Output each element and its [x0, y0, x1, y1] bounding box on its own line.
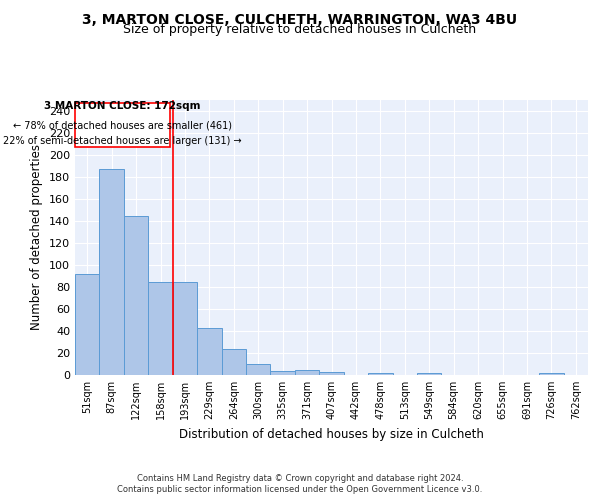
Text: 3 MARTON CLOSE: 172sqm: 3 MARTON CLOSE: 172sqm	[44, 101, 201, 111]
Bar	[100, 170, 124, 375]
Bar	[271, 370, 295, 375]
Bar	[417, 373, 442, 375]
Bar	[75, 274, 100, 375]
Bar	[173, 282, 197, 375]
FancyBboxPatch shape	[75, 104, 170, 148]
Bar	[295, 370, 319, 375]
Bar	[246, 364, 271, 375]
Bar	[368, 373, 392, 375]
Bar	[148, 282, 173, 375]
Bar	[197, 328, 221, 375]
Bar	[319, 372, 344, 375]
Bar	[124, 216, 148, 375]
Bar	[221, 348, 246, 375]
Bar	[539, 373, 563, 375]
Text: 3, MARTON CLOSE, CULCHETH, WARRINGTON, WA3 4BU: 3, MARTON CLOSE, CULCHETH, WARRINGTON, W…	[82, 12, 518, 26]
Text: 22% of semi-detached houses are larger (131) →: 22% of semi-detached houses are larger (…	[4, 136, 242, 146]
Y-axis label: Number of detached properties: Number of detached properties	[31, 144, 43, 330]
Text: Size of property relative to detached houses in Culcheth: Size of property relative to detached ho…	[124, 24, 476, 36]
Text: Contains HM Land Registry data © Crown copyright and database right 2024.
Contai: Contains HM Land Registry data © Crown c…	[118, 474, 482, 494]
X-axis label: Distribution of detached houses by size in Culcheth: Distribution of detached houses by size …	[179, 428, 484, 440]
Text: ← 78% of detached houses are smaller (461): ← 78% of detached houses are smaller (46…	[13, 120, 232, 130]
